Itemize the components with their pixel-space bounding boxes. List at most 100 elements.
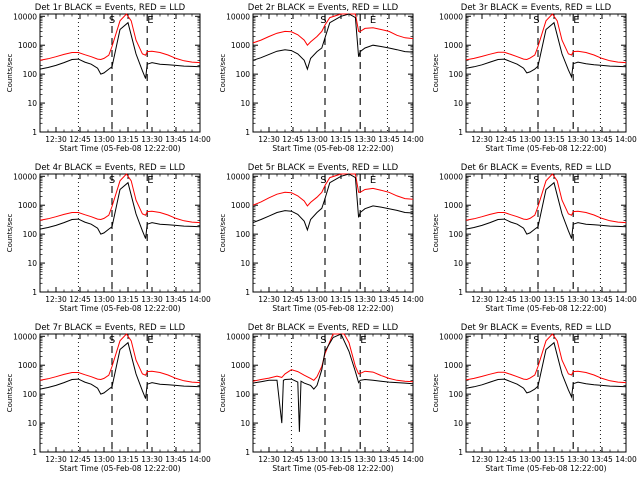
y-tick-label: 10000 <box>439 172 463 181</box>
x-tick-label: 13:00 <box>519 455 541 464</box>
interval-marker-s: S <box>320 335 326 346</box>
y-tick-label: 10000 <box>13 172 37 181</box>
x-tick-label: 13:15 <box>330 295 352 304</box>
detector-panel: Det 5r BLACK = Events, RED = LLD 1 10 100 10… <box>219 163 424 313</box>
y-tick-label: 1 <box>32 288 37 297</box>
interval-marker-s: S <box>109 15 115 26</box>
y-tick-label: 10 <box>240 259 250 268</box>
x-tick-label: 13:00 <box>93 295 115 304</box>
y-tick-label: 1 <box>458 128 463 137</box>
y-tick-label: 10 <box>453 259 463 268</box>
x-tick-label: 13:45 <box>378 135 400 144</box>
interval-marker-s: S <box>109 335 115 346</box>
x-tick-label: 12:30 <box>471 135 493 144</box>
y-tick-label: 1000 <box>444 201 463 210</box>
x-tick-label: 13:30 <box>567 295 589 304</box>
x-tick-label: 14:00 <box>615 455 637 464</box>
x-axis-label: Start Time (05-Feb-08 12:22:00) <box>485 144 606 153</box>
events-series-line <box>39 341 201 399</box>
y-tick-label: 1000 <box>444 41 463 50</box>
lld-series-line <box>465 173 627 224</box>
panel-title: Det 4r BLACK = Events, RED = LLD <box>35 163 186 173</box>
interval-marker-e: E <box>573 15 579 26</box>
y-tick-label: 1000 <box>231 201 250 210</box>
y-tick-label: 1000 <box>231 41 250 50</box>
x-tick-label: 12:45 <box>69 135 91 144</box>
panel-title: Det 2r BLACK = Events, RED = LLD <box>248 3 399 13</box>
x-axis-label: Start Time (05-Feb-08 12:22:00) <box>59 464 180 473</box>
y-axis-label: Counts/sec <box>6 54 14 93</box>
events-series-line <box>465 181 627 239</box>
x-tick-label: 13:15 <box>543 295 565 304</box>
panel-title: Det 5r BLACK = Events, RED = LLD <box>248 163 399 173</box>
y-axis-label: Counts/sec <box>432 214 440 253</box>
x-tick-label: 14:00 <box>402 135 424 144</box>
panel-title: Det 3r BLACK = Events, RED = LLD <box>461 3 612 13</box>
x-tick-label: 12:30 <box>471 295 493 304</box>
lld-series-line <box>465 13 627 64</box>
x-tick-label: 12:30 <box>45 455 67 464</box>
interval-marker-e: E <box>370 15 376 26</box>
detector-panel: Det 4r BLACK = Events, RED = LLD 1 10 100 10… <box>6 163 211 313</box>
x-tick-label: 13:45 <box>165 135 187 144</box>
y-axis-label: Counts/sec <box>6 374 14 413</box>
x-tick-label: 13:00 <box>93 135 115 144</box>
x-axis-label: Start Time (05-Feb-08 12:22:00) <box>272 144 393 153</box>
interval-marker-e: E <box>147 335 153 346</box>
events-series-line <box>465 341 627 399</box>
x-tick-label: 12:30 <box>471 455 493 464</box>
lld-series-line <box>39 333 201 384</box>
interval-marker-s: S <box>320 15 326 26</box>
x-tick-label: 12:45 <box>69 455 91 464</box>
y-axis-label: Counts/sec <box>219 54 227 93</box>
x-tick-label: 13:15 <box>117 455 139 464</box>
events-series-line <box>465 21 627 79</box>
x-tick-label: 13:45 <box>591 295 613 304</box>
y-axis-label: Counts/sec <box>219 374 227 413</box>
lld-series-line <box>252 173 414 207</box>
lld-series-line <box>39 13 201 64</box>
x-tick-label: 13:30 <box>567 455 589 464</box>
x-tick-label: 13:15 <box>330 135 352 144</box>
x-tick-label: 14:00 <box>615 295 637 304</box>
y-tick-label: 10000 <box>226 172 250 181</box>
x-tick-label: 13:45 <box>165 455 187 464</box>
lld-series-line <box>465 333 627 384</box>
detector-panel: Det 9r BLACK = Events, RED = LLD 1 10 100 10… <box>432 323 637 473</box>
interval-marker-s: S <box>533 15 539 26</box>
y-tick-label: 100 <box>449 230 464 239</box>
plot-frame <box>252 333 414 453</box>
x-axis-label: Start Time (05-Feb-08 12:22:00) <box>59 304 180 313</box>
y-tick-label: 10000 <box>226 332 250 341</box>
x-tick-label: 13:45 <box>591 455 613 464</box>
y-tick-label: 10 <box>27 419 37 428</box>
x-tick-label: 13:15 <box>543 135 565 144</box>
events-series-line <box>252 173 414 232</box>
x-tick-label: 12:45 <box>282 135 304 144</box>
detector-panel: Det 7r BLACK = Events, RED = LLD 1 10 100 10… <box>6 323 211 473</box>
x-tick-label: 13:30 <box>354 135 376 144</box>
x-tick-label: 12:30 <box>258 455 280 464</box>
events-series-line <box>39 181 201 239</box>
x-tick-label: 13:45 <box>378 295 400 304</box>
x-tick-label: 13:30 <box>567 135 589 144</box>
interval-marker-e: E <box>147 175 153 186</box>
y-tick-label: 1 <box>32 128 37 137</box>
y-tick-label: 100 <box>23 230 38 239</box>
x-tick-label: 13:15 <box>117 295 139 304</box>
y-axis-label: Counts/sec <box>6 214 14 253</box>
y-tick-label: 10000 <box>226 12 250 21</box>
interval-marker-s: S <box>109 175 115 186</box>
x-tick-label: 13:30 <box>354 455 376 464</box>
y-tick-label: 100 <box>236 230 251 239</box>
x-tick-label: 13:45 <box>165 295 187 304</box>
interval-marker-s: S <box>533 335 539 346</box>
x-tick-label: 14:00 <box>615 135 637 144</box>
y-axis-label: Counts/sec <box>432 374 440 413</box>
x-tick-label: 13:15 <box>330 455 352 464</box>
x-tick-label: 13:30 <box>141 135 163 144</box>
interval-marker-e: E <box>147 15 153 26</box>
x-tick-label: 12:45 <box>282 455 304 464</box>
x-tick-label: 12:30 <box>45 295 67 304</box>
